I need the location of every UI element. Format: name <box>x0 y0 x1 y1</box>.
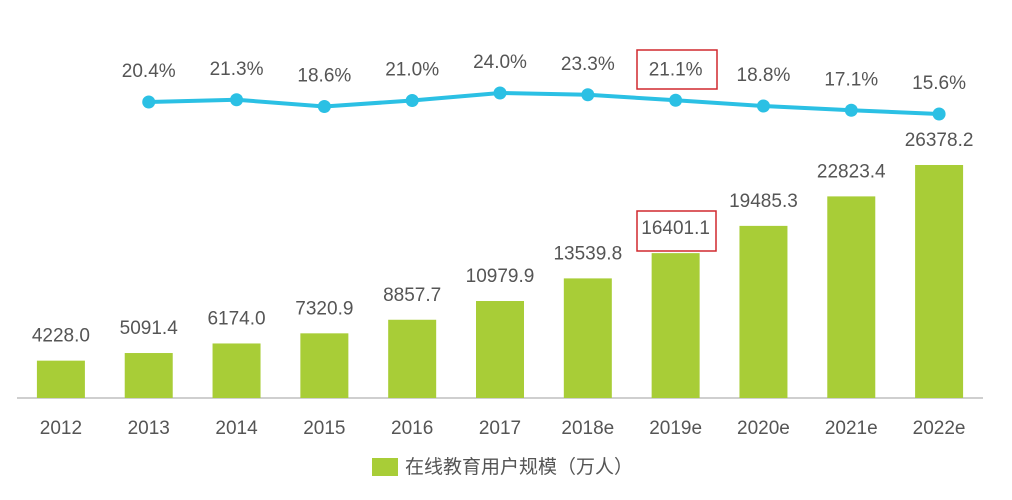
line-marker <box>932 107 946 121</box>
bar <box>563 278 612 398</box>
bar-value-label: 13539.8 <box>553 243 622 264</box>
x-tick-label: 2022e <box>913 418 966 439</box>
x-tick-label: 2021e <box>825 418 878 439</box>
x-tick-label: 2019e <box>649 418 702 439</box>
bar-value-label: 5091.4 <box>120 318 179 339</box>
highlight-box <box>636 49 718 90</box>
bar-value-label: 22823.4 <box>817 161 886 182</box>
bar <box>300 333 349 398</box>
bar <box>827 196 876 398</box>
line-marker <box>142 95 156 109</box>
x-tick-label: 2017 <box>479 418 521 439</box>
x-tick-label: 2014 <box>215 418 258 439</box>
bar-value-label: 7320.9 <box>295 298 353 319</box>
line-value-label: 18.8% <box>737 65 791 86</box>
line-marker <box>581 88 595 102</box>
x-tick-label: 2012 <box>40 418 82 439</box>
line-marker <box>317 100 331 113</box>
bar <box>739 225 788 398</box>
highlight-box <box>636 210 717 252</box>
line-value-label: 21.1% <box>649 59 703 80</box>
line-value-label: 21.0% <box>385 60 439 81</box>
line-marker <box>493 86 507 100</box>
legend-label: 在线教育用户规模（万人） <box>405 456 633 478</box>
x-tick-label: 2020e <box>737 418 790 439</box>
line-marker <box>405 94 419 107</box>
bar-value-label: 4228.0 <box>32 326 90 347</box>
line <box>148 90 940 116</box>
bar <box>915 164 964 398</box>
bar <box>124 353 173 398</box>
bar-value-label: 16401.1 <box>641 218 710 239</box>
line-value-label: 23.3% <box>561 54 615 75</box>
bar <box>212 343 261 398</box>
line-value-label: 20.4% <box>122 61 176 82</box>
bar <box>388 319 437 398</box>
line-marker <box>844 103 858 117</box>
line-value-label: 17.1% <box>824 69 878 90</box>
bar-value-label: 10979.9 <box>466 266 535 287</box>
x-tick-label: 2013 <box>128 418 170 439</box>
x-tick-label: 2016 <box>391 418 433 439</box>
line-value-label: 21.3% <box>210 59 264 80</box>
line-value-label: 15.6% <box>912 73 966 94</box>
line-marker <box>756 99 770 113</box>
bar <box>476 301 524 398</box>
x-tick-label: 2015 <box>303 418 345 439</box>
line-value-label: 24.0% <box>473 52 527 73</box>
line-marker <box>669 93 683 107</box>
bar <box>651 253 700 398</box>
legend-swatch <box>372 458 398 476</box>
bar-value-label: 26378.2 <box>905 130 974 151</box>
x-tick-label: 2018e <box>561 418 614 439</box>
bar-value-label: 19485.3 <box>729 191 798 212</box>
line-marker <box>230 93 244 107</box>
bar-value-label: 8857.7 <box>383 285 441 306</box>
bar-value-label: 6174.0 <box>207 308 265 329</box>
bar <box>36 360 85 398</box>
line-value-label: 18.6% <box>297 66 351 87</box>
